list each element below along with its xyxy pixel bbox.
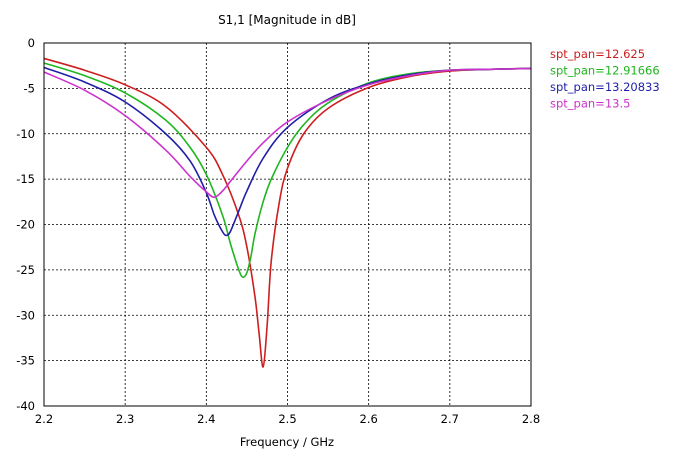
series-line-3 bbox=[43, 66, 532, 237]
y-tick-label: -35 bbox=[16, 354, 35, 368]
y-tick-label: -25 bbox=[16, 263, 35, 277]
series-lines bbox=[43, 57, 532, 368]
legend: spt_pan=12.625 spt_pan=12.91666 spt_pan=13… bbox=[550, 47, 660, 111]
y-tick-label: -10 bbox=[16, 127, 35, 141]
y-tick-label: -20 bbox=[16, 218, 35, 232]
y-tick-label: -5 bbox=[24, 81, 35, 95]
x-tick-label: 2.7 bbox=[441, 412, 459, 426]
legend-entry-2: spt_pan=12.91666 bbox=[550, 64, 660, 78]
series-line-2 bbox=[43, 62, 532, 279]
y-tick-label: -40 bbox=[16, 399, 35, 413]
legend-entry-1: spt_pan=12.625 bbox=[550, 47, 645, 61]
x-tick-label: 2.3 bbox=[116, 412, 134, 426]
x-tick-label: 2.6 bbox=[360, 412, 378, 426]
y-tick-label: -30 bbox=[16, 308, 35, 322]
x-tick-label: 2.2 bbox=[35, 412, 53, 426]
y-tick-label: -15 bbox=[16, 172, 35, 186]
x-axis-label: Frequency / GHz bbox=[240, 435, 334, 449]
grid bbox=[44, 43, 531, 406]
legend-entry-4: spt_pan=13.5 bbox=[550, 97, 630, 111]
series-line-4 bbox=[43, 67, 532, 199]
axis-ticks: 2.2 2.3 2.4 2.5 2.6 2.7 2.8 0 -5 -10 -15 -20 -25 -30 -… bbox=[16, 36, 540, 426]
x-tick-label: 2.8 bbox=[522, 412, 540, 426]
chart-title: S1,1 [Magnitude in dB] bbox=[218, 13, 356, 27]
x-tick-label: 2.4 bbox=[197, 412, 215, 426]
series-line-1 bbox=[43, 57, 532, 368]
plot-area-frame bbox=[43, 42, 532, 407]
x-tick-label: 2.5 bbox=[278, 412, 296, 426]
y-tick-label: 0 bbox=[28, 36, 35, 50]
legend-entry-3: spt_pan=13.20833 bbox=[550, 80, 660, 94]
